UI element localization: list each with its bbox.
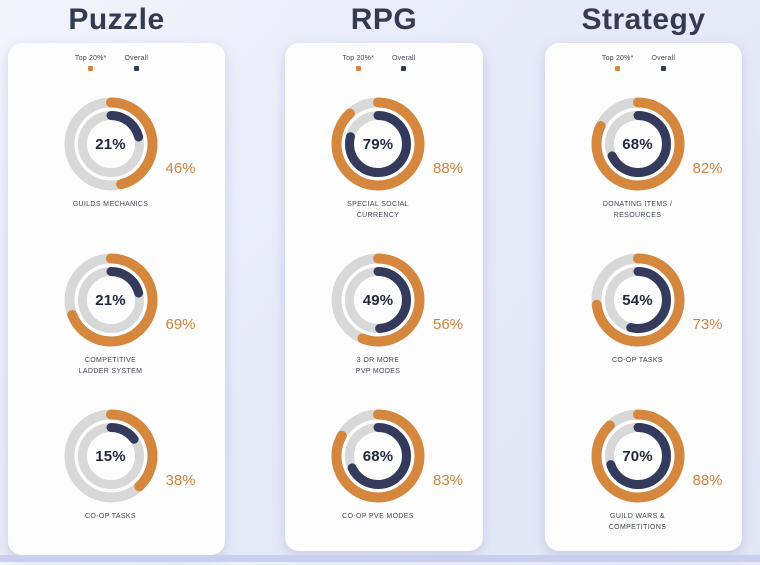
category-column-rpg: RPG Top 20%* Overall 79% 88% SPECIAL SOC… [285,0,483,551]
overall-value-label: 21% [95,135,126,153]
overall-value-label: 68% [362,447,394,465]
donut-chart: 79% 88% SPECIAL SOCIAL CURRENCY [331,97,463,253]
chart-label: CO-OP TASKS [612,357,663,364]
donut-svg [591,253,684,347]
category-title: RPG [350,3,418,36]
top20-value-label: 38% [165,472,196,489]
donut-chart: 15% 38% CO-OP TASKS [64,409,196,565]
overall-value-label: 54% [622,291,653,309]
donut-chart-inner: 15% 38% CO-OP TASKS [64,409,196,565]
chart-list: 21% 46% GUILDS MECHANICS 21% 69% COMPETI… [8,97,225,565]
top20-value-label: 88% [692,472,723,489]
overall-value-label: 21% [95,291,126,309]
donut-rings: 54% 73% [591,253,723,347]
donut-chart-inner: 68% 82% DONATING ITEMS / RESOURCES [591,97,723,253]
legend-item-overall: Overall [125,55,149,71]
legend-label-top20: Top 20%* [601,55,634,62]
top20-value-label: 73% [692,316,723,333]
legend-label-top20: Top 20%* [74,55,107,62]
overall-value-label: 79% [362,135,394,153]
legend: Top 20%* Overall [8,55,215,71]
donut-chart: 49% 56% 3 OR MORE PVP MODES [331,253,463,409]
legend-item-top20: Top 20%* [75,55,107,71]
top20-value-label: 56% [433,316,464,333]
donut-chart-inner: 21% 69% COMPETITIVE LADDER SYSTEM [64,253,196,409]
legend-item-overall: Overall [652,55,676,71]
bottom-strip [0,555,760,562]
overall-value-label: 15% [95,447,126,465]
legend-label-overall: Overall [651,55,676,62]
donut-chart-inner: 21% 46% GUILDS MECHANICS [64,97,196,253]
chart-label: CO-OP PVE MODES [342,513,414,520]
legend-item-top20: Top 20%* [342,55,374,71]
category-card: Top 20%* Overall 21% 46% GUILDS MECHANIC… [8,43,225,555]
donut-svg [64,253,157,347]
legend: Top 20%* Overall [545,55,732,71]
legend-label-top20: Top 20%* [342,55,374,62]
donut-rings: 15% 38% [64,409,196,503]
category-title: Strategy [581,3,706,36]
top20-value-label: 88% [433,160,464,177]
legend-swatch-overall-icon [660,66,666,71]
donut-svg [331,97,425,191]
chart-label: 3 OR MORE PVP MODES [355,357,401,375]
donut-rings: 70% 88% [591,409,723,503]
chart-list: 79% 88% SPECIAL SOCIAL CURRENCY 49% 56% … [285,97,483,565]
donut-svg [331,409,425,503]
overall-value-label: 49% [362,291,394,309]
chart-label: CO-OP TASKS [85,513,136,520]
donut-chart-inner: 68% 83% CO-OP PVE MODES [331,409,463,565]
donut-chart: 21% 46% GUILDS MECHANICS [64,97,196,253]
chart-label: DONATING ITEMS / RESOURCES [602,201,673,219]
donut-chart: 54% 73% CO-OP TASKS [591,253,723,409]
category-column-puzzle: Puzzle Top 20%* Overall 21% 46% GUILDS M… [8,0,225,555]
donut-chart: 68% 82% DONATING ITEMS / RESOURCES [591,97,723,253]
top20-value-label: 83% [433,472,464,489]
chart-label: SPECIAL SOCIAL CURRENCY [347,201,409,219]
legend: Top 20%* Overall [285,55,473,71]
top20-value-label: 82% [692,160,723,177]
donut-rings: 21% 46% [64,97,196,191]
donut-rings: 79% 88% [331,97,463,191]
category-card: Top 20%* Overall 79% 88% SPECIAL SOCIAL … [285,43,483,551]
legend-swatch-top20-icon [88,66,94,71]
legend-swatch-top20-icon [615,66,621,71]
chart-label: GUILDS MECHANICS [72,201,149,208]
donut-rings: 21% 69% [64,253,196,347]
donut-svg [64,97,157,191]
donut-chart-inner: 54% 73% CO-OP TASKS [591,253,723,409]
donut-chart-inner: 79% 88% SPECIAL SOCIAL CURRENCY [331,97,463,253]
top20-value-label: 69% [165,316,196,333]
donut-chart-inner: 70% 88% GUILD WARS & COMPETITIONS [591,409,723,565]
legend-swatch-overall-icon [401,66,407,71]
donut-chart: 68% 83% CO-OP PVE MODES [331,409,463,565]
category-card: Top 20%* Overall 68% 82% DONATING ITEMS … [545,43,742,551]
donut-svg [591,409,684,503]
chart-list: 68% 82% DONATING ITEMS / RESOURCES 54% 7… [545,97,742,565]
legend-item-top20: Top 20%* [602,55,634,71]
donut-chart: 21% 69% COMPETITIVE LADDER SYSTEM [64,253,196,409]
category-column-strategy: Strategy Top 20%* Overall 68% 82% DONATI… [545,0,742,551]
legend-label-overall: Overall [392,55,416,62]
donut-chart-inner: 49% 56% 3 OR MORE PVP MODES [331,253,463,409]
category-title: Puzzle [68,3,165,36]
legend-label-overall: Overall [124,55,149,62]
donut-svg [591,97,684,191]
legend-swatch-overall-icon [133,66,139,71]
chart-label: COMPETITIVE LADDER SYSTEM [78,357,143,375]
donut-svg [331,253,425,347]
donut-chart: 70% 88% GUILD WARS & COMPETITIONS [591,409,723,565]
donut-rings: 49% 56% [331,253,463,347]
legend-swatch-top20-icon [355,66,361,71]
donut-rings: 68% 83% [331,409,463,503]
chart-label: GUILD WARS & COMPETITIONS [608,513,667,531]
overall-value-label: 68% [622,135,653,153]
donut-svg [64,409,157,503]
overall-value-label: 70% [622,447,653,465]
legend-item-overall: Overall [392,55,416,71]
donut-rings: 68% 82% [591,97,723,191]
top20-value-label: 46% [165,160,196,177]
